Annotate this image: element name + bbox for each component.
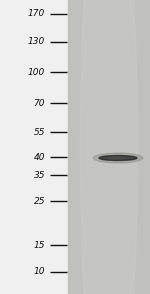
Ellipse shape xyxy=(93,153,143,163)
Text: 15: 15 xyxy=(33,240,45,250)
Text: 35: 35 xyxy=(33,171,45,180)
Text: 55: 55 xyxy=(33,128,45,136)
Text: 130: 130 xyxy=(28,38,45,46)
Text: 40: 40 xyxy=(33,153,45,161)
Ellipse shape xyxy=(99,156,137,161)
Ellipse shape xyxy=(107,157,126,159)
Text: 170: 170 xyxy=(28,9,45,19)
Bar xyxy=(68,0,150,294)
Text: 70: 70 xyxy=(33,98,45,108)
Ellipse shape xyxy=(80,0,138,294)
Bar xyxy=(0,0,68,294)
Text: 25: 25 xyxy=(33,196,45,206)
Text: 10: 10 xyxy=(33,268,45,276)
Text: 100: 100 xyxy=(28,68,45,76)
